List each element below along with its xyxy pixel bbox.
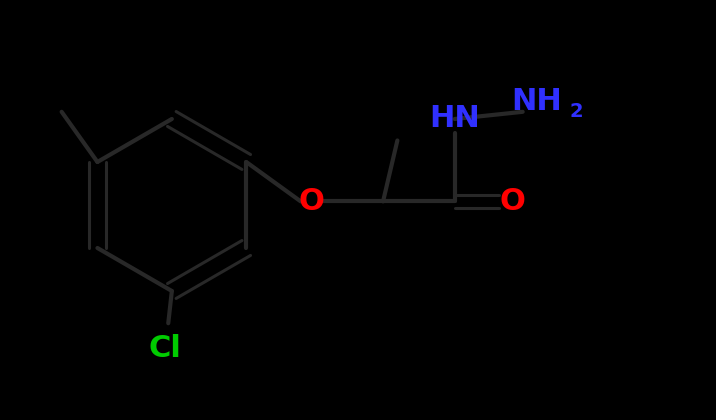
Text: Cl: Cl [148,334,181,363]
Text: HN: HN [430,105,480,134]
Text: O: O [499,187,525,216]
Text: 2: 2 [569,102,584,121]
Text: NH: NH [512,87,562,116]
Text: O: O [299,187,324,216]
